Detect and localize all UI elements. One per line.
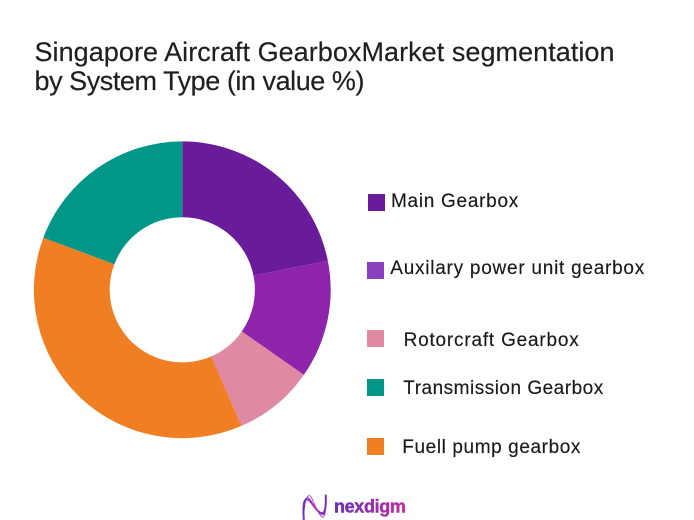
svg-text:nexdigm: nexdigm	[334, 497, 406, 517]
